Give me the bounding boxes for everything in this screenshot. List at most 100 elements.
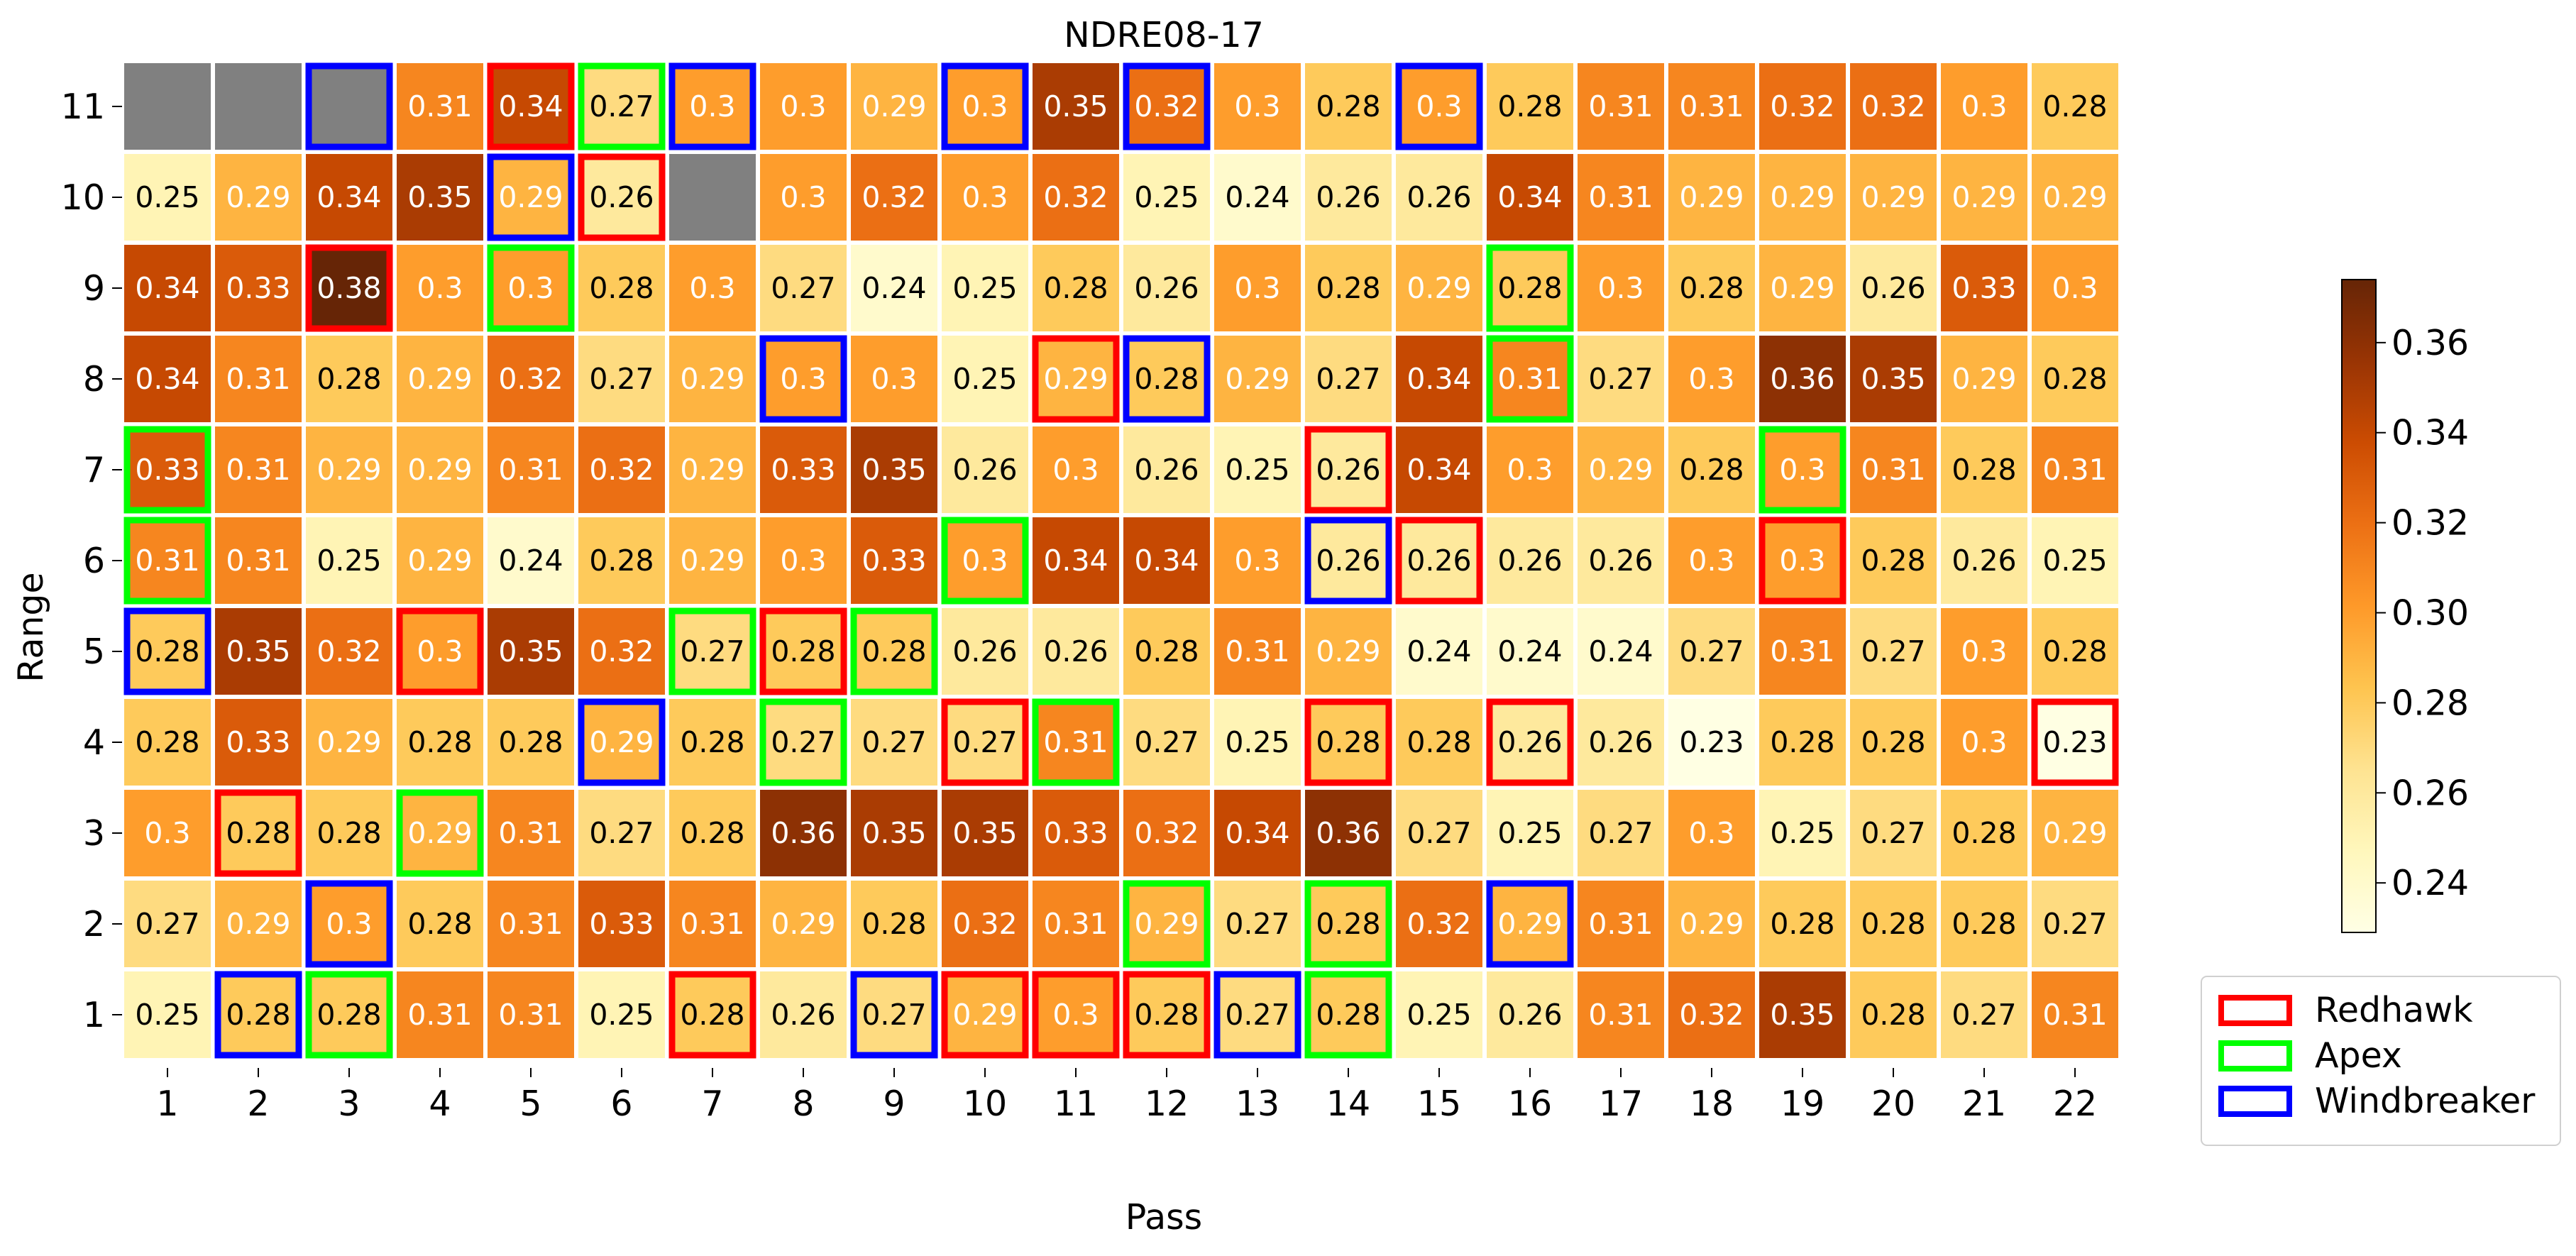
x-tick-label: 11 (1054, 1084, 1098, 1124)
cell-value-label: 0.25 (2042, 544, 2107, 578)
x-tick-label: 13 (1235, 1084, 1279, 1124)
highlight-redhawk (941, 971, 1029, 1059)
highlight-redhawk (668, 971, 756, 1059)
cell-value-label: 0.28 (226, 816, 290, 850)
heatmap-cell (1028, 59, 1123, 154)
heatmap-cell (211, 150, 306, 245)
cell-value-label: 0.32 (952, 907, 1017, 941)
cell-value-label: 0.36 (771, 816, 835, 850)
cell-value-label: 0.34 (1407, 453, 1471, 487)
cell-value-label: 0.27 (680, 634, 744, 668)
cell-value-label: 0.28 (1316, 998, 1380, 1032)
cell-value-label: 0.3 (1234, 89, 1280, 123)
heatmap-cell (1119, 876, 1214, 971)
cell-value-label: 0.28 (1316, 89, 1380, 123)
cell-value-label: 0.3 (2052, 271, 2098, 305)
heatmap-cell (1119, 422, 1214, 517)
heatmap-cell (1301, 331, 1396, 426)
heatmap-cell (120, 422, 215, 517)
cell-value-label: 0.24 (1497, 634, 1562, 668)
cell-value-label: 0.34 (135, 362, 199, 396)
cell-value-label: 0.3 (780, 180, 826, 214)
cell-value-label: 0.23 (1679, 725, 1744, 759)
heatmap-cell (1937, 59, 2032, 154)
heatmap-cell (120, 876, 215, 971)
heatmap-cell (1482, 241, 1578, 336)
cell-value-label: 0.27 (1861, 816, 1925, 850)
cell-value-label: 0.27 (1861, 634, 1925, 668)
y-tick-label: 4 (83, 722, 105, 763)
highlight-windbreaker (1123, 335, 1211, 423)
cell-value-label: 0.3 (1507, 453, 1553, 487)
heatmap-cell (211, 59, 306, 154)
cell-value-label: 0.26 (1316, 544, 1380, 578)
cell-value-label: 0.3 (1961, 634, 2007, 668)
cell-value-label: 0.28 (1861, 725, 1925, 759)
cell-value-label: 0.28 (680, 725, 744, 759)
cell-value-label: 0.32 (1043, 180, 1108, 214)
heatmap-cell (1573, 967, 1668, 1062)
cell-value-label: 0.27 (1225, 907, 1289, 941)
cell-value-label: 0.31 (1861, 453, 1925, 487)
cell-value-label: 0.28 (1134, 634, 1199, 668)
heatmap-cell (1755, 967, 1850, 1062)
heatmap-cell (1028, 967, 1123, 1062)
cell-value-label: 0.24 (1588, 634, 1653, 668)
heatmap-cell (1301, 876, 1396, 971)
cell-value-label: 0.25 (952, 362, 1017, 396)
highlight-windbreaker (1395, 62, 1483, 150)
cell-value-label: 0.32 (1861, 89, 1925, 123)
cell-value-label: 0.26 (1407, 544, 1471, 578)
cell-value-label: 0.29 (498, 180, 563, 214)
x-tick-label: 6 (610, 1084, 632, 1124)
heatmap-cell (302, 241, 397, 336)
cell-value-label: 0.25 (317, 544, 381, 578)
y-tick-label: 5 (83, 632, 105, 672)
heatmap-cell (1937, 876, 2032, 971)
cell-value-label: 0.3 (417, 271, 463, 305)
cell-value-label: 0.31 (1588, 998, 1653, 1032)
heatmap-cell (1482, 513, 1578, 608)
cell-value-label: 0.31 (226, 453, 290, 487)
x-tick-label: 16 (1508, 1084, 1552, 1124)
cell-value-label: 0.28 (1134, 998, 1199, 1032)
highlight-apex (941, 517, 1029, 605)
highlight-apex (305, 971, 393, 1059)
cell-value-label: 0.29 (1770, 271, 1834, 305)
cell-value-label: 0.33 (135, 453, 199, 487)
cell-value-label: 0.25 (1134, 180, 1199, 214)
cell-value-label: 0.28 (1316, 725, 1380, 759)
cell-value-label: 0.31 (1043, 907, 1108, 941)
cell-value-label: 0.29 (1679, 180, 1744, 214)
x-tick-label: 12 (1145, 1084, 1189, 1124)
heatmap-cell (1392, 967, 1487, 1062)
cell-value-label: 0.28 (317, 816, 381, 850)
cell-value-label: 0.27 (1588, 362, 1653, 396)
heatmap-cell (1664, 331, 1759, 426)
cell-value-label: 0.27 (135, 907, 199, 941)
highlight-redhawk (2031, 698, 2119, 786)
cell-value-label: 0.29 (1316, 634, 1380, 668)
cell-value-label: 0.31 (680, 907, 744, 941)
cell-value-label: 0.29 (1861, 180, 1925, 214)
heatmap-cell (1573, 422, 1668, 517)
highlight-apex (1486, 335, 1574, 423)
cell-value-label: 0.28 (317, 998, 381, 1032)
cell-value-label: 0.33 (226, 271, 290, 305)
cell-value-label: 0.27 (589, 89, 654, 123)
cell-value-label: 0.35 (952, 816, 1017, 850)
heatmap-cell (756, 241, 851, 336)
heatmap-cell (392, 241, 488, 336)
cell-value-label: 0.31 (1225, 634, 1289, 668)
cell-value-label: 0.31 (1043, 725, 1108, 759)
cell-value-label: 0.31 (407, 998, 472, 1032)
cell-value-label: 0.35 (226, 634, 290, 668)
cell-value-label: 0.26 (1497, 725, 1562, 759)
cell-value-label: 0.29 (317, 725, 381, 759)
heatmap-cell (1210, 59, 1305, 154)
cell-value-label: 0.36 (1770, 362, 1834, 396)
cell-value-label: 0.28 (1952, 907, 2016, 941)
cell-value-label: 0.26 (1497, 998, 1562, 1032)
heatmap-cell (1301, 422, 1396, 517)
heatmap-cell (120, 241, 215, 336)
